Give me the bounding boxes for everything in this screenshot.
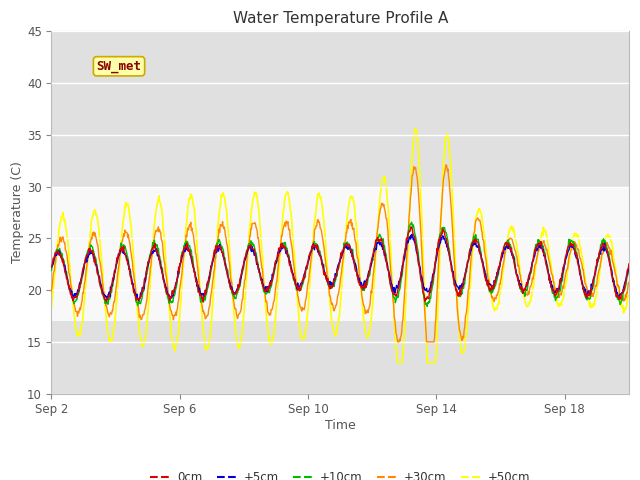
Legend: 0cm, +5cm, +10cm, +30cm, +50cm: 0cm, +5cm, +10cm, +30cm, +50cm — [145, 467, 535, 480]
X-axis label: Time: Time — [325, 419, 356, 432]
Title: Water Temperature Profile A: Water Temperature Profile A — [232, 11, 448, 26]
Y-axis label: Temperature (C): Temperature (C) — [11, 162, 24, 264]
Bar — [51, 187, 629, 321]
Text: SW_met: SW_met — [97, 60, 141, 73]
